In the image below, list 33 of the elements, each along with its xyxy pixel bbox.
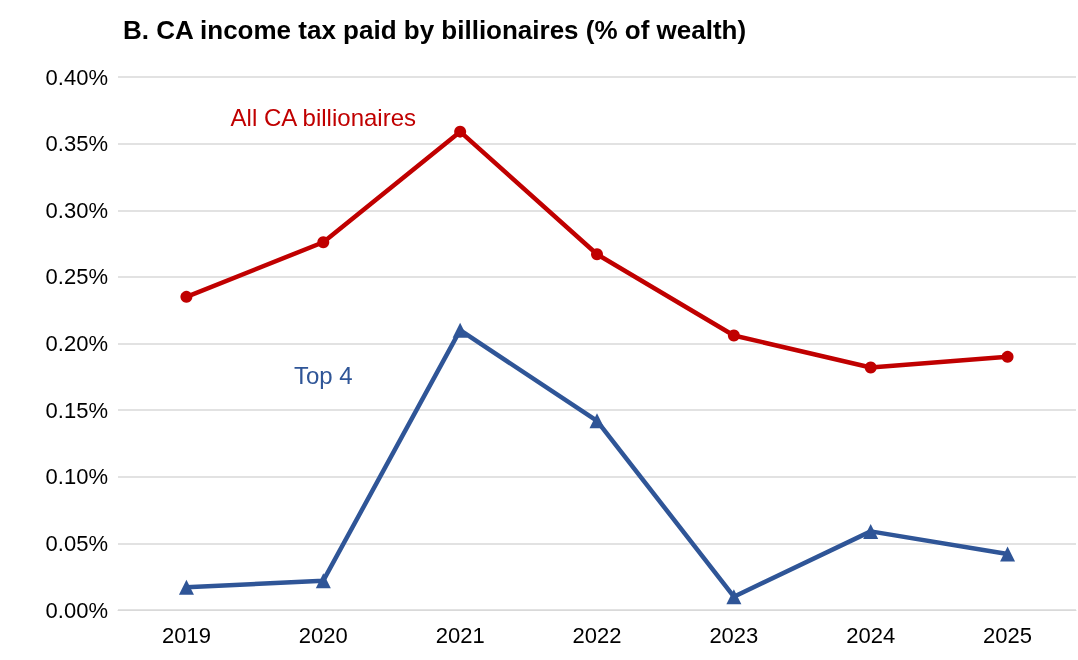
series-label: All CA billionaires	[230, 103, 416, 131]
point	[1000, 546, 1016, 562]
x-tick-label: 2024	[846, 622, 896, 648]
y-tick-label: 0.15%	[45, 397, 108, 423]
point	[178, 579, 194, 595]
y-tick-label: 0.25%	[45, 264, 108, 290]
point	[1001, 350, 1014, 363]
y-tick-label: 0.40%	[45, 64, 108, 90]
x-tick-label: 2022	[572, 622, 622, 648]
y-tick-label: 0.30%	[45, 197, 108, 223]
text: Top 4	[293, 362, 353, 390]
x-tick-label: 2025	[983, 622, 1033, 648]
y-tick-label: 0.10%	[45, 464, 108, 490]
x-tick-label: 2019	[161, 622, 211, 648]
point	[180, 290, 193, 303]
y-tick-label: 0.20%	[45, 331, 108, 356]
y-tick-label: 0.00%	[45, 597, 108, 623]
x-tick-label: 2020	[298, 622, 348, 648]
point	[589, 413, 605, 429]
point	[727, 329, 740, 342]
point	[591, 248, 603, 261]
point	[726, 589, 742, 605]
y-tick-label: 0.05%	[45, 530, 108, 556]
chart-title: B. CA income tax paid by billionaires (% of wealth)	[123, 15, 747, 45]
point	[317, 236, 330, 249]
x-tick-label: 2023	[709, 622, 759, 648]
x-tick-label: 2021	[435, 622, 485, 648]
y-tick-label: 0.35%	[45, 131, 108, 157]
point	[315, 573, 331, 589]
point	[452, 322, 468, 338]
point	[863, 523, 879, 539]
point	[454, 125, 467, 138]
point	[864, 361, 877, 374]
